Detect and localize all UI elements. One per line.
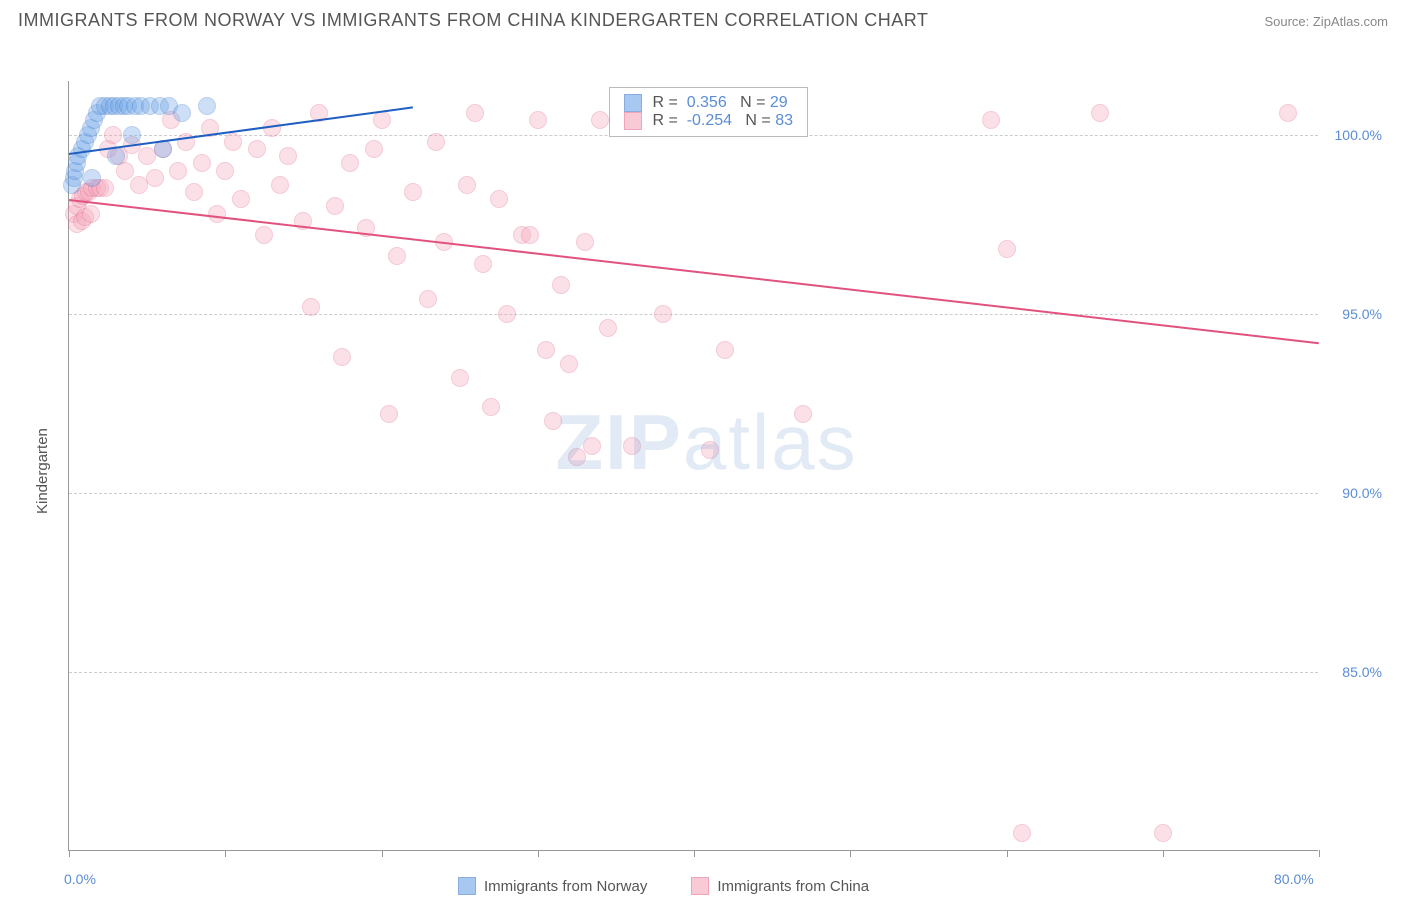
data-point [216,162,234,180]
data-point [169,162,187,180]
trend-line [69,199,1319,344]
data-point [982,111,1000,129]
data-point [388,247,406,265]
legend-swatch [691,877,709,895]
data-point [373,111,391,129]
data-point [255,226,273,244]
x-tick [850,850,851,857]
x-tick [69,850,70,857]
legend-row: R = -0.254 N = 83 [624,112,793,130]
data-point [185,183,203,201]
data-point [146,169,164,187]
legend-swatch [624,94,642,112]
data-point [104,126,122,144]
y-tick-label: 100.0% [1326,127,1382,143]
data-point [998,240,1016,258]
data-point [599,319,617,337]
data-point [279,147,297,165]
data-point [583,437,601,455]
series-legend: Immigrants from Norway Immigrants from Ch… [458,877,869,895]
gridline [69,314,1318,315]
data-point [326,197,344,215]
gridline [69,493,1318,494]
data-point [498,305,516,323]
data-point [521,226,539,244]
data-point [1279,104,1297,122]
data-point [451,369,469,387]
data-point [529,111,547,129]
data-point [537,341,555,359]
data-point [302,298,320,316]
data-point [419,290,437,308]
data-point [1013,824,1031,842]
data-point [232,190,250,208]
data-point [466,104,484,122]
legend-swatch [624,112,642,130]
data-point [474,255,492,273]
x-tick [1007,850,1008,857]
data-point [123,126,141,144]
data-point [404,183,422,201]
data-point [107,147,125,165]
chart-area: 100.0% 95.0% 90.0% 85.0% R = 0.356 N = 29 R… [18,39,1388,911]
data-point [1091,104,1109,122]
legend-text: R = -0.254 N = 83 [648,112,793,130]
data-point [482,398,500,416]
data-point [654,305,672,323]
gridline [69,672,1318,673]
data-point [333,348,351,366]
data-point [490,190,508,208]
x-max-label: 80.0% [1274,871,1314,887]
series-legend-item: Immigrants from China [691,877,869,895]
y-axis-title: Kindergarten [34,428,51,514]
y-tick-label: 85.0% [1326,664,1382,680]
x-tick [538,850,539,857]
x-tick [1319,850,1320,857]
data-point [208,205,226,223]
data-point [82,205,100,223]
x-tick [382,850,383,857]
data-point [458,176,476,194]
data-point [224,133,242,151]
data-point [576,233,594,251]
data-point [591,111,609,129]
data-point [623,437,641,455]
data-point [544,412,562,430]
data-point [701,441,719,459]
data-point [1154,824,1172,842]
data-point [427,133,445,151]
chart-title: IMMIGRANTS FROM NORWAY VS IMMIGRANTS FRO… [18,10,928,31]
legend-row: R = 0.356 N = 29 [624,94,793,112]
data-point [341,154,359,172]
data-point [794,405,812,423]
x-tick [1163,850,1164,857]
data-point [173,104,191,122]
correlation-legend: R = 0.356 N = 29 R = -0.254 N = 83 [609,87,808,137]
series-legend-item: Immigrants from Norway [458,877,647,895]
y-tick-label: 95.0% [1326,306,1382,322]
data-point [271,176,289,194]
data-point [365,140,383,158]
data-point [552,276,570,294]
x-tick [694,850,695,857]
plot-area: 100.0%95.0%90.0%85.0% R = 0.356 N = 29 R… [68,81,1318,851]
y-tick-label: 90.0% [1326,485,1382,501]
data-point [83,169,101,187]
legend-text: R = 0.356 N = 29 [648,94,788,112]
source-label: Source: ZipAtlas.com [1264,14,1388,29]
data-point [380,405,398,423]
data-point [198,97,216,115]
data-point [193,154,211,172]
data-point [248,140,266,158]
x-tick [225,850,226,857]
data-point [716,341,734,359]
chart-header: IMMIGRANTS FROM NORWAY VS IMMIGRANTS FRO… [0,0,1406,39]
data-point [560,355,578,373]
data-point [568,448,586,466]
x-min-label: 0.0% [64,871,96,887]
legend-swatch [458,877,476,895]
